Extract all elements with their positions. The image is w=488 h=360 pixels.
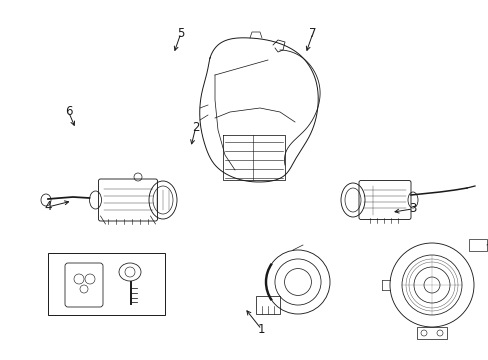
Bar <box>416 327 446 339</box>
Bar <box>468 239 486 251</box>
Bar <box>48 253 164 315</box>
Text: 4: 4 <box>44 201 52 213</box>
Bar <box>256 296 280 314</box>
Text: 3: 3 <box>408 202 416 215</box>
Text: 5: 5 <box>177 27 184 40</box>
Text: 2: 2 <box>191 121 199 134</box>
Text: 1: 1 <box>257 323 265 336</box>
Text: 7: 7 <box>308 27 316 40</box>
Text: 6: 6 <box>64 105 72 118</box>
